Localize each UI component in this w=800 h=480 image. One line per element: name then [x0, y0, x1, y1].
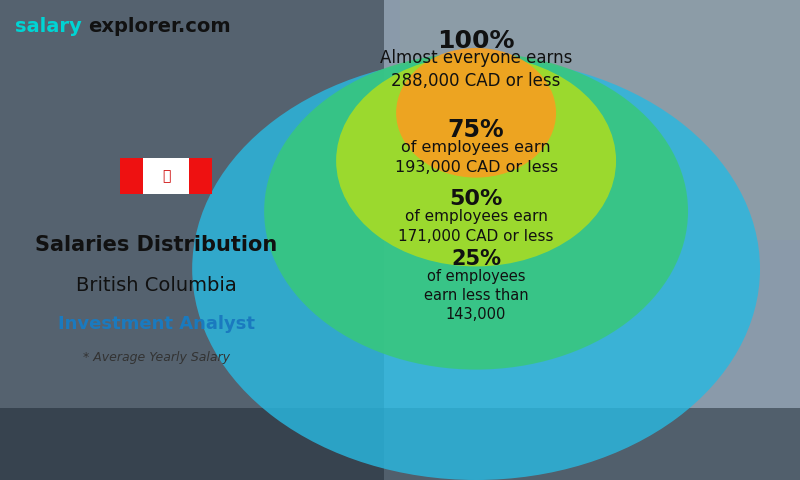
Text: Almost everyone earns
288,000 CAD or less: Almost everyone earns 288,000 CAD or les… — [380, 49, 572, 90]
Text: * Average Yearly Salary: * Average Yearly Salary — [82, 351, 230, 364]
Text: 🍁: 🍁 — [162, 169, 170, 183]
Text: British Columbia: British Columbia — [76, 276, 237, 295]
Text: salary: salary — [14, 17, 82, 36]
Ellipse shape — [396, 48, 556, 178]
Bar — [0, 0, 384, 480]
Bar — [143, 158, 189, 194]
Text: explorer.com: explorer.com — [88, 17, 231, 36]
Text: 25%: 25% — [451, 249, 501, 269]
Text: of employees earn
171,000 CAD or less: of employees earn 171,000 CAD or less — [398, 209, 554, 244]
Text: 50%: 50% — [450, 189, 502, 209]
Text: of employees
earn less than
143,000: of employees earn less than 143,000 — [424, 268, 529, 322]
Bar — [0, 408, 800, 480]
Ellipse shape — [264, 53, 688, 370]
Text: 75%: 75% — [448, 118, 505, 142]
Bar — [400, 0, 800, 240]
Text: 100%: 100% — [438, 29, 515, 53]
Text: of employees earn
193,000 CAD or less: of employees earn 193,000 CAD or less — [394, 140, 558, 175]
Bar — [120, 158, 143, 194]
Ellipse shape — [336, 55, 616, 266]
Text: Salaries Distribution: Salaries Distribution — [35, 235, 278, 255]
Bar — [189, 158, 212, 194]
Text: Investment Analyst: Investment Analyst — [58, 315, 254, 333]
Ellipse shape — [192, 58, 760, 480]
